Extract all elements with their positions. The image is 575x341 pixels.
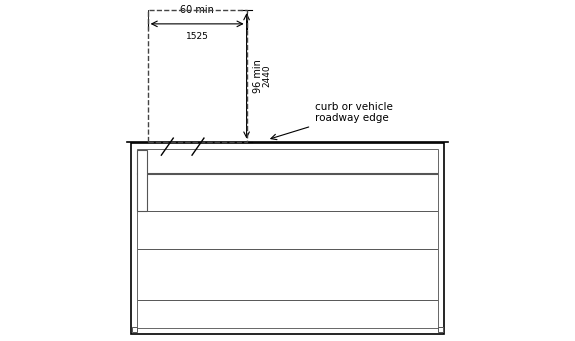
- Text: curb or vehicle
roadway edge: curb or vehicle roadway edge: [315, 102, 393, 123]
- Bar: [148, 10, 247, 142]
- Text: 60 min: 60 min: [180, 5, 214, 15]
- Bar: [438, 327, 443, 332]
- Text: 2440: 2440: [262, 64, 271, 87]
- Bar: [137, 150, 147, 211]
- Bar: [137, 149, 438, 328]
- Text: 1525: 1525: [186, 32, 209, 41]
- Text: 96 min: 96 min: [253, 59, 263, 93]
- Bar: [131, 143, 444, 334]
- Bar: [132, 327, 137, 332]
